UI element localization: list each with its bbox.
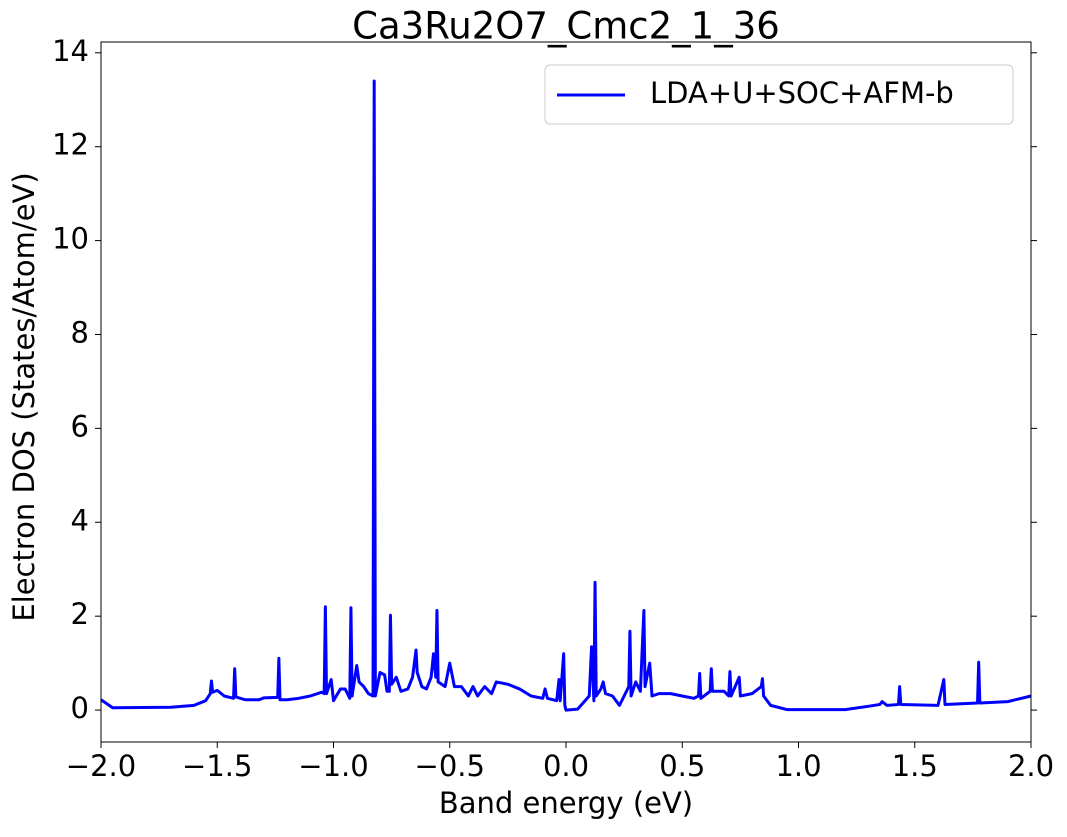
y-tick-label: 10 — [52, 222, 89, 256]
chart-title: Ca3Ru2O7_Cmc2_1_36 — [352, 5, 780, 48]
x-tick-label: 2.0 — [1008, 749, 1054, 783]
x-tick-label: −0.5 — [415, 749, 485, 783]
x-tick-label: −1.5 — [182, 749, 252, 783]
x-axis-label: Band energy (eV) — [439, 786, 693, 820]
legend-box — [544, 64, 1014, 125]
x-tick-label: 0.5 — [659, 749, 705, 783]
y-tick-label: 8 — [71, 315, 89, 349]
y-tick-label: 2 — [71, 597, 89, 631]
y-tick-label: 14 — [52, 34, 89, 68]
legend-label: LDA+U+SOC+AFM-b — [650, 76, 954, 110]
y-tick-label: 12 — [52, 128, 89, 162]
x-tick-label: 1.0 — [775, 749, 821, 783]
data-line — [100, 79, 1032, 712]
plot-frame — [100, 41, 1032, 743]
y-tick-label: 6 — [71, 409, 89, 443]
y-axis-label: Electron DOS (States/Atom/eV) — [7, 172, 41, 621]
x-tick-label: −1.0 — [298, 749, 368, 783]
x-tick-label: 0.0 — [543, 749, 589, 783]
x-tick-label: −2.0 — [66, 749, 136, 783]
x-tick-label: 1.5 — [892, 749, 938, 783]
y-tick-label: 0 — [71, 691, 89, 725]
y-tick-label: 4 — [71, 503, 89, 537]
